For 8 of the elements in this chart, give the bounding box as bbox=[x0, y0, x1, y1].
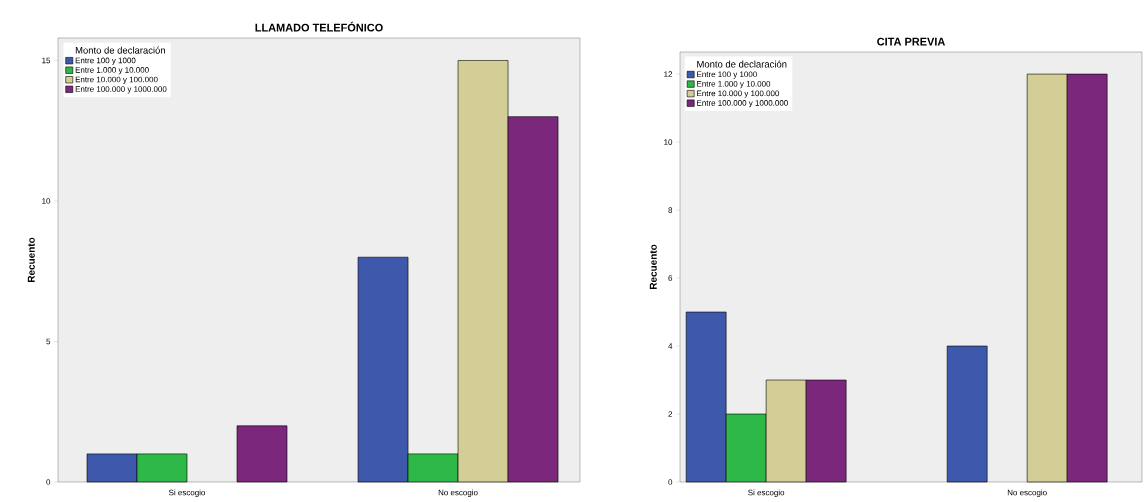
y-axis-title: Recuento bbox=[27, 237, 35, 283]
legend-title: Monto de declaración bbox=[75, 46, 165, 54]
y-axis-title: Recuento bbox=[649, 244, 657, 290]
legend-title: Monto de declaración bbox=[697, 60, 787, 68]
chart-title: CITA PREVIA bbox=[877, 37, 946, 46]
bar bbox=[236, 425, 288, 483]
chart-title: LLAMADO TELEFÓNICO bbox=[255, 21, 383, 32]
bar bbox=[946, 345, 988, 483]
